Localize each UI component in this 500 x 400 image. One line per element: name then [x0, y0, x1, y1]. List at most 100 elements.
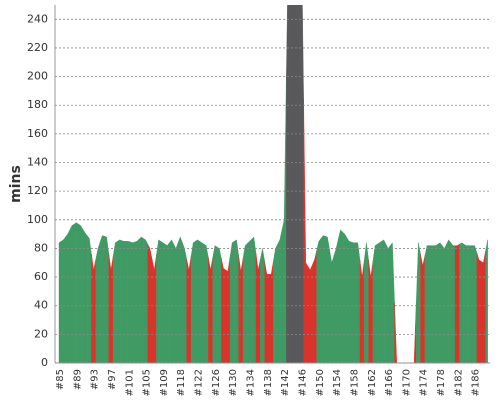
area-segment: [91, 254, 97, 363]
area-segment: [446, 239, 452, 363]
x-tick-label: #142: [280, 369, 291, 396]
y-tick-label: 60: [34, 270, 48, 283]
area-segment: [420, 254, 426, 363]
x-tick-label: #150: [315, 369, 326, 396]
area-segment: [411, 302, 417, 363]
y-tick-label: 20: [34, 327, 48, 340]
x-tick-label: #158: [349, 369, 360, 396]
area-segment: [117, 239, 122, 363]
x-tick-label: #118: [176, 369, 187, 396]
y-tick-label: 0: [41, 356, 48, 369]
area-segment: [277, 229, 283, 363]
area-segment: [173, 242, 179, 363]
area-segment: [303, 98, 309, 363]
area-segment: [251, 236, 257, 363]
area-segment: [312, 250, 317, 363]
area-segment: [359, 259, 365, 363]
x-tick-label: #101: [124, 369, 135, 396]
area-segment: [368, 259, 374, 363]
area-segment: [320, 235, 326, 363]
area-segment: [108, 253, 114, 363]
area-segment: [485, 239, 488, 363]
y-tick-label: 40: [34, 299, 48, 312]
area-segment: [459, 242, 465, 363]
area-segment: [476, 252, 482, 363]
area-segment: [164, 242, 170, 363]
area-segment: [424, 245, 430, 363]
area-segment: [130, 241, 135, 363]
area-segment: [416, 242, 421, 363]
x-tick-label: #134: [246, 369, 257, 396]
x-tick-label: #170: [401, 369, 412, 396]
y-tick-label: 240: [27, 12, 48, 25]
x-tick-label: #126: [211, 369, 222, 396]
area-segment: [125, 241, 131, 363]
area-segment: [463, 243, 469, 363]
area-segment: [112, 240, 118, 363]
x-tick-label: #130: [228, 369, 239, 396]
x-tick-label: #154: [332, 369, 343, 396]
y-tick-label: 140: [27, 156, 48, 169]
area-segment: [134, 238, 140, 363]
area-segment: [450, 242, 456, 363]
x-tick-label: #186: [471, 369, 482, 396]
area-segment: [195, 239, 200, 363]
x-tick-label: #178: [436, 369, 447, 396]
area-segment: [329, 249, 335, 363]
area-segment: [73, 222, 79, 363]
area-segment: [454, 243, 460, 363]
area-segment: [65, 229, 71, 363]
area-segment: [147, 244, 153, 363]
y-tick-label: 220: [27, 41, 48, 54]
x-tick-label: #85: [55, 369, 66, 390]
y-tick-label: 100: [27, 213, 48, 226]
y-axis-label: mins: [8, 165, 24, 203]
area-segment: [234, 239, 239, 363]
area-segment: [95, 241, 101, 363]
area-segment: [190, 240, 196, 363]
y-tick-label: 180: [27, 98, 48, 111]
area-segment: [242, 242, 248, 363]
area-segment: [286, 5, 291, 363]
x-tick-label: #105: [142, 369, 153, 396]
area-segment: [186, 256, 192, 363]
area-segment: [372, 243, 378, 363]
area-segment: [390, 242, 395, 363]
area-segment: [472, 245, 478, 363]
area-segment: [338, 229, 343, 363]
area-segment: [225, 257, 231, 363]
area-segment: [86, 234, 92, 363]
x-tick-label: #182: [453, 369, 464, 396]
area-segment: [199, 240, 205, 363]
area-segment: [394, 302, 399, 363]
area-segment: [143, 238, 148, 363]
area-segment: [160, 240, 166, 363]
area-segment: [208, 257, 213, 363]
area-segment: [247, 238, 252, 363]
plot-area: [58, 5, 488, 363]
area-segment: [177, 236, 183, 363]
x-tick-label: #97: [107, 369, 118, 390]
area-segment: [212, 245, 218, 363]
y-tick-label: 200: [27, 70, 48, 83]
area-segment: [264, 261, 270, 363]
area-segment: [238, 255, 244, 363]
area-segment: [121, 240, 127, 363]
area-segment: [307, 264, 313, 363]
area-segment: [467, 245, 473, 363]
x-tick-label: #109: [159, 369, 170, 396]
x-tick-label: #138: [263, 369, 274, 396]
x-tick-label: #166: [384, 369, 395, 396]
area-segment: [299, 5, 304, 363]
area-segment: [316, 237, 322, 363]
area-segment: [346, 236, 352, 363]
area-segment: [182, 242, 187, 363]
area-segment: [138, 236, 144, 363]
area-segment: [169, 239, 174, 363]
area-segment: [58, 240, 62, 363]
x-tick-label: #146: [297, 369, 308, 396]
x-tick-label: #122: [194, 369, 205, 396]
area-segment: [216, 246, 222, 363]
area-segment: [104, 235, 109, 363]
